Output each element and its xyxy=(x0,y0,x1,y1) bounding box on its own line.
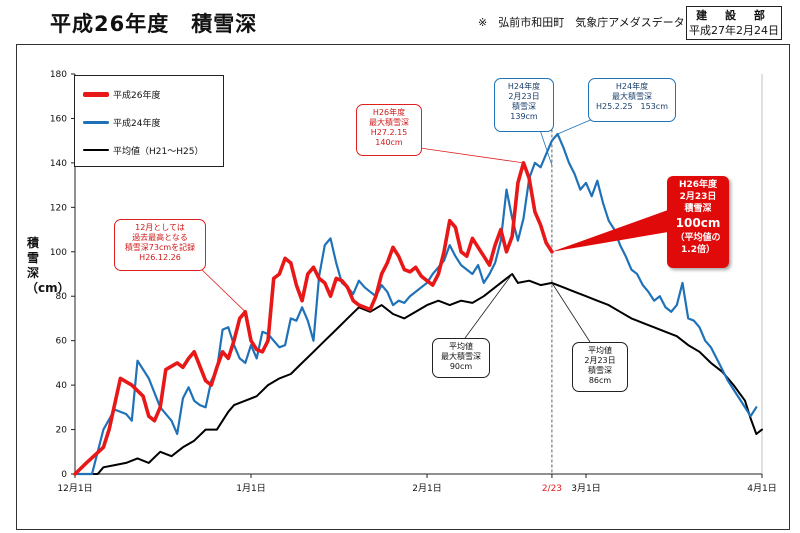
callout-text: 86cm xyxy=(588,376,612,385)
legend-item-avg: 平均値（H21～H25） xyxy=(83,142,203,158)
chart-legend: 平成26年度 平成24年度 平均値（H21～H25） xyxy=(74,75,224,167)
callout-text: 90cm xyxy=(449,362,473,371)
callout-text: 最大積雪深 xyxy=(612,92,652,101)
x-tick-label: 4月1日 xyxy=(747,483,776,494)
legend-item-h24: 平成24年度 xyxy=(83,114,160,130)
leader-average-feb23 xyxy=(551,282,591,343)
data-source-note: ※ 弘前市和田町 気象庁アメダスデータ xyxy=(478,16,685,29)
callout-text: H26年度 xyxy=(678,180,718,190)
callout-text: 積雪深 xyxy=(684,204,712,214)
leader-h26-max xyxy=(419,147,524,164)
legend-label-h24: 平成24年度 xyxy=(113,118,161,129)
callout-text: H24年度 xyxy=(615,82,649,91)
y-tick-label: 60 xyxy=(56,337,68,347)
x-tick-label: 1月1日 xyxy=(236,483,265,494)
callout-text: 積雪深73cmを記録 xyxy=(124,243,196,252)
callout-h24-feb23: H24年度 2月23日 積雪深 139cm xyxy=(494,78,554,132)
callout-december-record: 12月としては 過去最高となる 積雪深73cmを記録 H26.12.26 xyxy=(114,219,206,271)
legend-swatch-avg xyxy=(83,149,109,151)
y-tick-label: 120 xyxy=(50,203,67,213)
series-line-h26 xyxy=(73,161,554,476)
callout-text: H27.2.15 xyxy=(370,128,408,137)
legend-swatch-h26 xyxy=(83,91,109,97)
leader-average-max xyxy=(464,273,513,339)
callout-text: H26年度 xyxy=(372,108,406,117)
department-stamp: 建 設 部 平成27年2月24日 xyxy=(686,6,782,40)
callout-average-feb23: 平均値 2月23日 積雪深 86cm xyxy=(572,342,628,392)
x-tick-label: 2月1日 xyxy=(412,483,441,494)
callout-text: 2月23日 xyxy=(508,92,540,101)
callout-text: 平均値 xyxy=(588,346,612,355)
leader-december-record xyxy=(197,265,246,313)
y-tick-label: 0 xyxy=(61,470,67,480)
callout-text: 積雪深 xyxy=(512,102,536,111)
y-tick-label: 100 xyxy=(50,248,67,258)
legend-swatch-h24 xyxy=(83,120,109,124)
page-title: 平成26年度 積雪深 xyxy=(50,12,258,36)
callout-text: 2月23日 xyxy=(584,356,616,365)
y-tick-label: 80 xyxy=(56,292,68,302)
series-line-avg xyxy=(74,273,763,475)
y-tick-label: 20 xyxy=(56,426,68,436)
issue-date: 平成27年2月24日 xyxy=(689,24,779,37)
legend-label-h26: 平成26年度 xyxy=(113,90,161,101)
callout-text: H25.2.25 153cm xyxy=(595,102,668,111)
y-tick-label: 180 xyxy=(50,70,67,80)
x-tick-label: 2/23 xyxy=(542,484,562,494)
callout-text: （平均値の xyxy=(675,233,721,243)
callout-h24-max: H24年度 最大積雪深 H25.2.25 153cm xyxy=(588,78,676,122)
callout-text: 最大積雪深 xyxy=(369,118,409,127)
callout-h26-feb23: H26年度 2月23日 積雪深 100cm （平均値の 1.2倍） xyxy=(667,176,729,268)
callout-text: 1.2倍） xyxy=(681,245,715,255)
callout-text: 139cm xyxy=(510,112,538,121)
callout-text: H24年度 xyxy=(507,82,541,91)
callout-value: 100cm xyxy=(675,216,721,230)
y-tick-label: 160 xyxy=(50,114,67,124)
y-axis-label: 積雪深（cm） xyxy=(26,236,70,295)
callout-h26-max: H26年度 最大積雪深 H27.2.15 140cm xyxy=(356,104,422,156)
callout-average-max: 平均値 最大積雪深 90cm xyxy=(432,338,490,378)
callout-text: 過去最高となる xyxy=(132,233,188,242)
leader-h24-max xyxy=(557,117,596,135)
callout-text: 140cm xyxy=(375,138,403,147)
department-name: 建 設 部 xyxy=(696,9,772,22)
chart-panel xyxy=(16,44,790,530)
x-tick-label: 3月1日 xyxy=(571,483,600,494)
callout-text: 積雪深 xyxy=(588,366,612,375)
x-tick-label: 12月1日 xyxy=(57,483,92,494)
callout-text: 平均値 xyxy=(449,342,473,351)
h26-feb23-pointer xyxy=(551,210,668,252)
callout-text: 12月としては xyxy=(135,223,185,232)
callout-text: 最大積雪深 xyxy=(441,352,481,361)
leader-h24-feb23 xyxy=(539,129,553,166)
y-tick-label: 140 xyxy=(50,159,67,169)
callout-text: H26.12.26 xyxy=(139,253,181,262)
legend-item-h26: 平成26年度 xyxy=(83,86,160,102)
callout-text: 2月23日 xyxy=(679,192,717,202)
series-line-h24 xyxy=(73,132,758,476)
legend-label-avg: 平均値（H21～H25） xyxy=(113,146,204,157)
y-tick-label: 40 xyxy=(56,381,68,391)
